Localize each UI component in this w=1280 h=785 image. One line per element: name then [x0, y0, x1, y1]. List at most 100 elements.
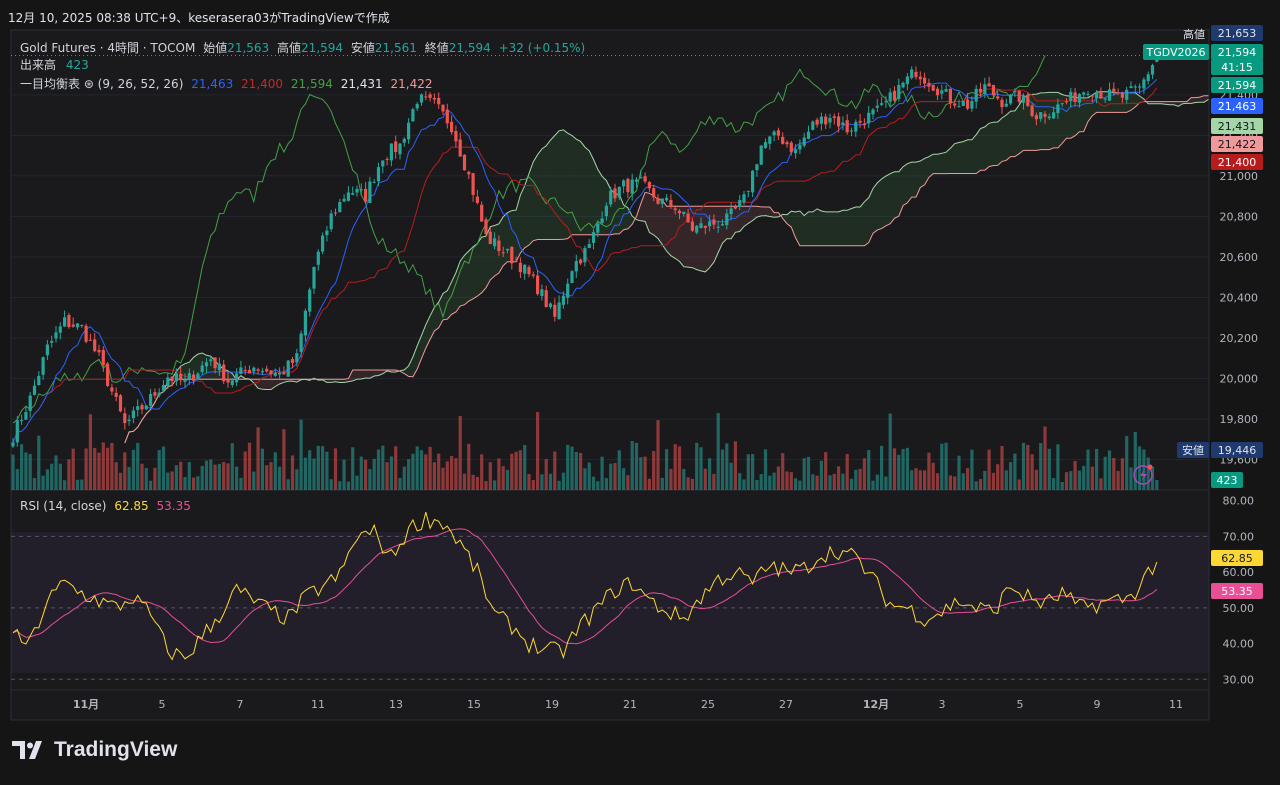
candle-body — [604, 205, 608, 217]
volume-bar — [798, 480, 802, 490]
candle-body — [935, 88, 940, 96]
volume-bar — [966, 468, 970, 490]
volume-bar — [235, 466, 239, 490]
volume-bar — [295, 469, 299, 490]
candle-body — [200, 365, 204, 373]
cloud-segment — [563, 129, 568, 240]
candle-body — [660, 198, 664, 204]
legend-span-b: 21,422 — [390, 77, 433, 91]
cloud-segment — [817, 208, 822, 246]
cloud-segment — [701, 206, 706, 272]
cloud-segment — [834, 211, 839, 246]
candle-body — [1142, 79, 1146, 89]
volume-bar — [106, 447, 110, 490]
candle-body — [759, 145, 763, 165]
cloud-segment — [361, 370, 366, 379]
cloud-segment — [559, 129, 564, 240]
volume-bar — [656, 420, 660, 490]
candle-body — [1034, 115, 1038, 120]
cloud-segment — [903, 163, 908, 206]
cloud-segment — [1062, 94, 1067, 144]
chikou-span-line — [12, 55, 1046, 424]
candle-body — [996, 96, 1000, 99]
cloud-segment — [658, 199, 663, 245]
cloud-segment — [202, 353, 207, 380]
candle-body — [510, 246, 514, 264]
volume-bar — [923, 470, 927, 490]
candle-body — [355, 188, 359, 193]
candle-body — [235, 373, 239, 383]
volume-bar — [488, 462, 492, 490]
tenkan-sen-line — [12, 79, 1158, 444]
volume-tag: 423 — [1217, 474, 1238, 487]
legend-close: 21,594 — [448, 41, 491, 55]
volume-bar — [1077, 470, 1081, 490]
volume-bar — [484, 481, 488, 490]
cloud-segment — [924, 156, 929, 185]
cloud-segment — [868, 188, 873, 243]
candle-body — [505, 248, 510, 251]
candle-body — [226, 379, 230, 383]
candle-body — [837, 116, 841, 127]
legend-ichimoku: 一目均衡表 ⊛ (9, 26, 52, 26) 21,463 21,400 21… — [20, 75, 433, 92]
legend-volume-value: 423 — [65, 58, 89, 72]
candle-body — [381, 160, 385, 167]
ichimoku-lines — [12, 55, 1209, 444]
cloud-segment — [963, 139, 968, 174]
cloud-segment — [662, 200, 667, 252]
candle-body — [454, 131, 458, 142]
candle-body — [553, 304, 557, 317]
candle-body — [884, 101, 888, 103]
cloud-segment — [881, 176, 886, 229]
volume-bar — [252, 471, 256, 490]
volume-bar — [170, 471, 174, 490]
span-a-tag: 21,431 — [1218, 120, 1257, 133]
volume-bar — [596, 481, 600, 490]
volume-bar — [1026, 444, 1030, 490]
volume-bar — [695, 442, 699, 490]
legend-low-label: 安値 — [350, 41, 375, 55]
candle-body — [368, 181, 372, 203]
candle-body — [1030, 105, 1034, 116]
candle-body — [591, 232, 596, 243]
cloud-segment — [1191, 97, 1196, 104]
volume-bar — [441, 467, 445, 490]
volume-bar — [368, 469, 372, 490]
volume-bar — [1103, 456, 1107, 490]
volume-bar — [1004, 470, 1008, 490]
volume-bar — [101, 442, 105, 490]
volume-bar — [974, 481, 978, 490]
volume-bar — [1056, 444, 1060, 490]
candle-body — [424, 96, 428, 98]
volume-bar — [527, 474, 531, 490]
last-price-tag: 21,594 — [1218, 46, 1257, 59]
volume-bar — [299, 419, 303, 490]
candle-body — [755, 164, 759, 171]
candle-body — [987, 83, 991, 87]
candle-body — [923, 77, 927, 84]
candle-body — [617, 186, 621, 198]
time-axis-tick: 21 — [623, 698, 637, 711]
candle-body — [514, 261, 518, 263]
time-axis-tick: 9 — [1094, 698, 1101, 711]
legend-chikou: 21,594 — [290, 77, 333, 91]
volume-bar — [1146, 457, 1150, 490]
cloud-segment — [890, 171, 895, 224]
volume-bar — [84, 448, 88, 490]
candle-body — [858, 120, 862, 123]
candle-body — [824, 116, 828, 125]
cloud-segment — [1113, 92, 1119, 113]
candle-body — [445, 109, 449, 124]
cloud-segment — [653, 195, 658, 239]
period-low-label: 安値 — [1182, 443, 1204, 457]
price-axis-tick: 20,800 — [1220, 210, 1259, 223]
cloud-segment — [830, 211, 835, 246]
candle-body — [794, 149, 798, 154]
tradingview-wordmark: TradingView — [54, 738, 178, 761]
volume-bar — [1060, 481, 1064, 490]
volume-bar — [751, 454, 755, 490]
candle-body — [265, 368, 269, 372]
volume-bar — [454, 458, 458, 490]
tradingview-logo[interactable]: TradingView — [12, 738, 177, 762]
